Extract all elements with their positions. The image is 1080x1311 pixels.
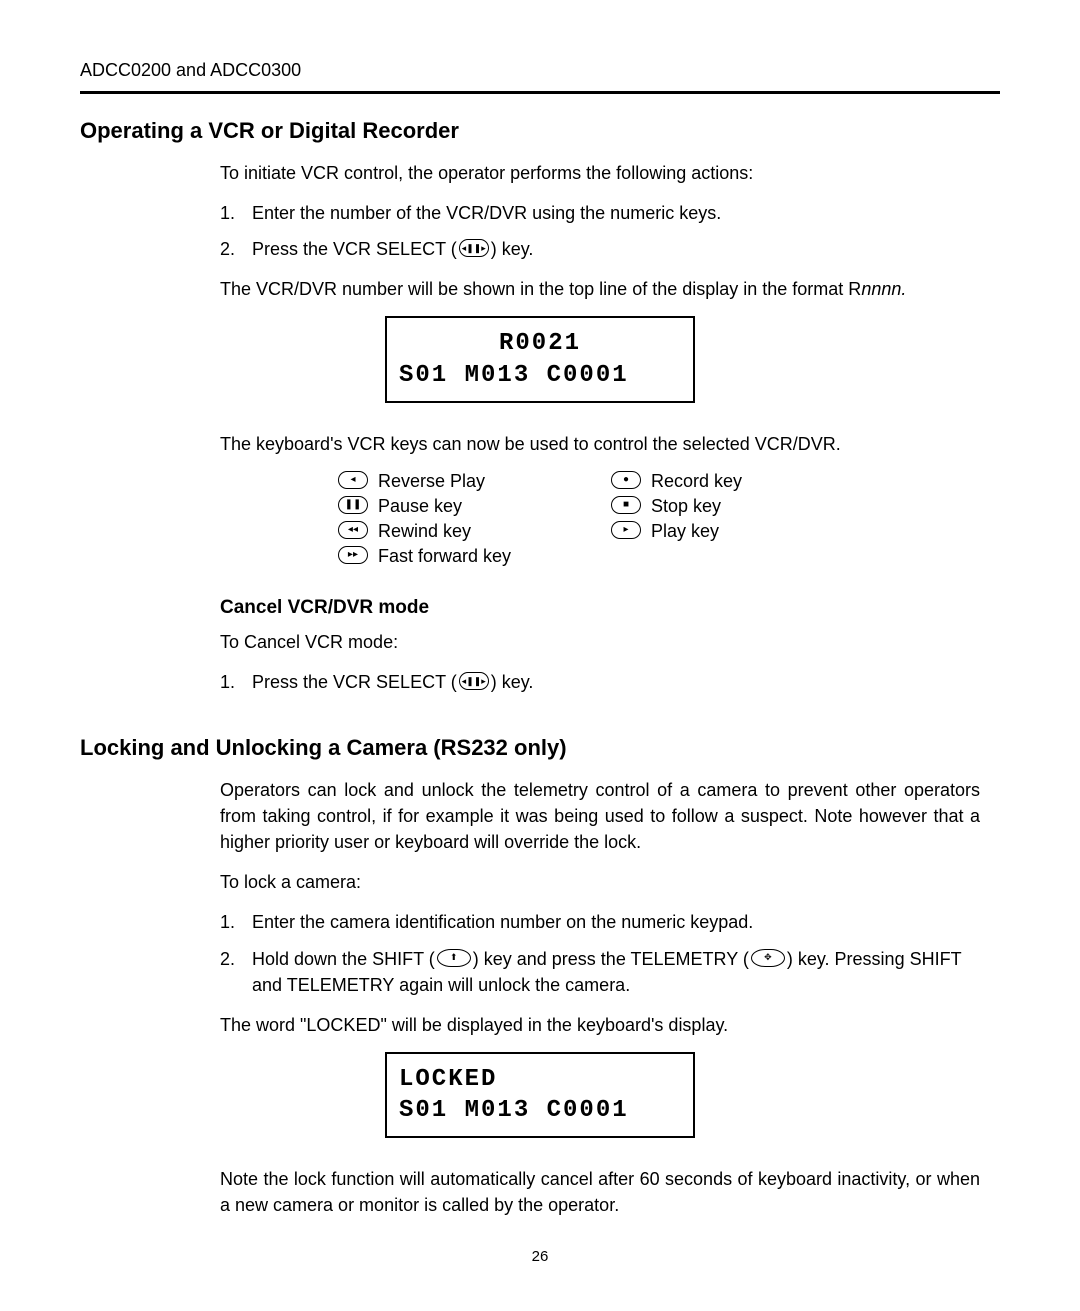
key-label: Fast forward key — [378, 546, 511, 567]
step-number: 2. — [220, 946, 252, 998]
pause-icon: ❚❚ — [338, 496, 368, 514]
vcr-keys-note: The keyboard's VCR keys can now be used … — [220, 431, 980, 457]
lock-steps: 1. Enter the camera identification numbe… — [220, 909, 980, 997]
step-number: 1. — [220, 200, 252, 226]
record-icon: ● — [611, 471, 641, 489]
lcd-display-vcr: R0021 S01 M013 C0001 — [385, 316, 695, 402]
step-text: Enter the camera identification number o… — [252, 909, 980, 935]
vcr-steps: 1. Enter the number of the VCR/DVR using… — [220, 200, 980, 262]
cancel-intro: To Cancel VCR mode: — [220, 629, 980, 655]
vcr-key-legend: ◂ Reverse Play ❚❚ Pause key ◂◂ Rewind ke… — [80, 471, 1000, 567]
doc-reference: ADCC0200 and ADCC0300 — [80, 60, 1000, 81]
key-row: ▸ Play key — [611, 521, 742, 542]
step-number: 1. — [220, 669, 252, 695]
vcr-select-icon: ◂❚❚▸ — [459, 239, 489, 257]
lcd-line1: R0021 — [399, 328, 681, 359]
stop-icon: ■ — [611, 496, 641, 514]
telemetry-icon: ✥ — [751, 949, 785, 967]
step-text: Press the VCR SELECT (◂❚❚▸) key. — [252, 236, 980, 262]
key-row: ❚❚ Pause key — [338, 496, 511, 517]
step-text: Enter the number of the VCR/DVR using th… — [252, 200, 980, 226]
vcr-select-icon: ◂❚❚▸ — [459, 672, 489, 690]
step2-post: ) key. — [491, 239, 534, 259]
key-label: Pause key — [378, 496, 462, 517]
shift-icon: ⬆ — [437, 949, 471, 967]
lock-step2-b: ) key and press the TELEMETRY ( — [473, 949, 749, 969]
key-label: Play key — [651, 521, 719, 542]
cancel-step-pre: Press the VCR SELECT ( — [252, 672, 457, 692]
step-text: Hold down the SHIFT (⬆) key and press th… — [252, 946, 980, 998]
play-icon: ▸ — [611, 521, 641, 539]
list-item: 2. Press the VCR SELECT (◂❚❚▸) key. — [220, 236, 980, 262]
key-row: ■ Stop key — [611, 496, 742, 517]
key-col-left: ◂ Reverse Play ❚❚ Pause key ◂◂ Rewind ke… — [338, 471, 511, 567]
vcr-intro: To initiate VCR control, the operator pe… — [220, 160, 980, 186]
lcd-line1: LOCKED — [399, 1064, 681, 1095]
key-label: Record key — [651, 471, 742, 492]
list-item: 1. Press the VCR SELECT (◂❚❚▸) key. — [220, 669, 980, 695]
format-pre: The VCR/DVR number will be shown in the … — [220, 279, 861, 299]
cancel-steps: 1. Press the VCR SELECT (◂❚❚▸) key. — [220, 669, 980, 695]
locked-note: The word "LOCKED" will be displayed in t… — [220, 1012, 980, 1038]
lock-intro: Operators can lock and unlock the teleme… — [220, 777, 980, 855]
section-lock-title: Locking and Unlocking a Camera (RS232 on… — [80, 735, 1000, 761]
rewind-icon: ◂◂ — [338, 521, 368, 539]
lcd-display-locked: LOCKED S01 M013 C0001 — [385, 1052, 695, 1138]
to-lock-label: To lock a camera: — [220, 869, 980, 895]
lock-step2-a: Hold down the SHIFT ( — [252, 949, 435, 969]
key-row: ◂◂ Rewind key — [338, 521, 511, 542]
page-number: 26 — [80, 1248, 1000, 1265]
key-row: ◂ Reverse Play — [338, 471, 511, 492]
key-row: ● Record key — [611, 471, 742, 492]
key-row: ▸▸ Fast forward key — [338, 546, 511, 567]
lcd-line2: S01 M013 C0001 — [399, 1095, 681, 1126]
key-col-right: ● Record key ■ Stop key ▸ Play key — [611, 471, 742, 567]
reverse-play-icon: ◂ — [338, 471, 368, 489]
cancel-step-post: ) key. — [491, 672, 534, 692]
vcr-format-note: The VCR/DVR number will be shown in the … — [220, 276, 980, 302]
cancel-vcr-title: Cancel VCR/DVR mode — [220, 597, 980, 619]
section-vcr-title: Operating a VCR or Digital Recorder — [80, 118, 1000, 144]
step2-pre: Press the VCR SELECT ( — [252, 239, 457, 259]
fast-forward-icon: ▸▸ — [338, 546, 368, 564]
list-item: 1. Enter the camera identification numbe… — [220, 909, 980, 935]
lcd-line2: S01 M013 C0001 — [399, 360, 681, 391]
step-number: 2. — [220, 236, 252, 262]
key-label: Rewind key — [378, 521, 471, 542]
lock-timeout-note: Note the lock function will automaticall… — [220, 1166, 980, 1218]
key-label: Reverse Play — [378, 471, 485, 492]
header-rule — [80, 91, 1000, 94]
step-number: 1. — [220, 909, 252, 935]
list-item: 1. Enter the number of the VCR/DVR using… — [220, 200, 980, 226]
key-label: Stop key — [651, 496, 721, 517]
step-text: Press the VCR SELECT (◂❚❚▸) key. — [252, 669, 980, 695]
format-ital: nnnn. — [861, 279, 906, 299]
list-item: 2. Hold down the SHIFT (⬆) key and press… — [220, 946, 980, 998]
